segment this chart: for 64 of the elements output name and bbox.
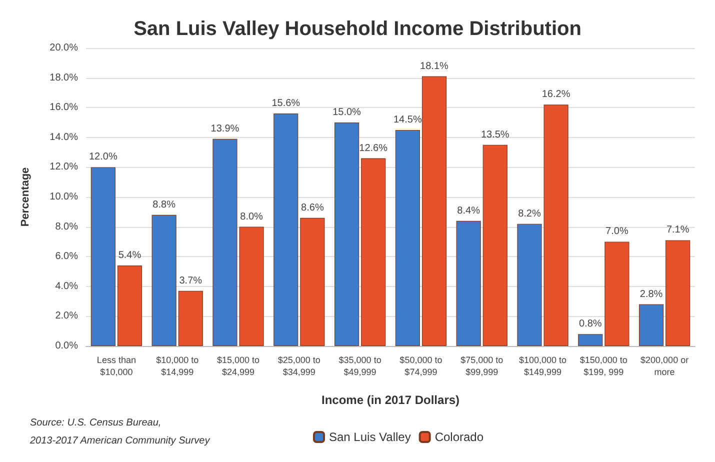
data-label: 2.8% [640, 288, 663, 300]
data-label: 15.6% [272, 98, 300, 110]
data-label: 12.6% [359, 142, 388, 154]
bar [90, 167, 116, 346]
data-label: 7.1% [666, 224, 690, 236]
y-axis-title: Percentage [20, 167, 32, 227]
text: 2013-2017 American Community Survey [29, 436, 211, 446]
data-label: 12.0% [88, 152, 118, 163]
data-label: 15.0% [332, 107, 362, 118]
data-label: 5.4% [118, 250, 142, 262]
bar [638, 304, 664, 346]
bar [334, 122, 360, 346]
x-tick-label: $15,000 to $24,999 [216, 355, 260, 377]
bar [178, 290, 203, 346]
chart-title: San Luis Valley Household Income Distribution [134, 18, 582, 40]
bar [117, 266, 142, 346]
y-tick-label: 12.0% [50, 162, 78, 173]
bar [604, 242, 630, 346]
data-label: 13.9% [210, 123, 240, 134]
data-label: 18.1% [420, 60, 449, 72]
x-tick-label: $150,000 to $199, 999 [580, 355, 628, 377]
legend-label: Colorado [434, 430, 484, 444]
y-tick-label: 4.0% [55, 280, 78, 292]
source-note: Source: U.S. Census Bureau, [30, 418, 162, 428]
x-tick-label: $100,000 to $149,999 [518, 355, 567, 377]
x-tick-label: Less than $10,000 [96, 355, 136, 377]
bar [422, 76, 447, 346]
bar [578, 334, 603, 346]
bar [361, 158, 386, 346]
y-tick-label: 8.0% [55, 221, 78, 232]
bar [482, 144, 508, 346]
y-tick-label: 6.0% [55, 251, 78, 262]
y-tick-label: 0.0% [55, 340, 78, 352]
x-axis-title: Income (in 2017 Dollars) [321, 393, 460, 407]
data-label: 14.5% [393, 114, 422, 126]
bar [666, 240, 690, 346]
data-label: 8.2% [518, 208, 541, 220]
x-tick-label: $200,000 or more [640, 355, 689, 377]
data-label: 7.0% [606, 226, 628, 238]
data-label: 8.8% [152, 199, 176, 210]
x-tick-label: $75,000 to $99,999 [460, 355, 504, 377]
legend-label: San Luis Valley [329, 430, 411, 444]
x-tick-label: $50,000 to $74,999 [400, 355, 442, 377]
y-tick-label: 2.0% [55, 310, 78, 322]
x-tick-label: $10,000 to $14,999 [156, 355, 199, 377]
data-label: 8.6% [301, 202, 324, 214]
y-tick-label: 18.0% [50, 72, 78, 84]
bar [152, 214, 176, 346]
data-label: 8.4% [457, 205, 480, 216]
y-tick-label: 14.0% [50, 132, 78, 143]
y-tick-label: 16.0% [50, 102, 78, 114]
bar [300, 218, 325, 346]
data-label: 3.7% [179, 275, 202, 286]
data-label: 0.8% [578, 318, 602, 330]
bar [456, 220, 481, 346]
data-label: 16.2% [542, 89, 570, 100]
x-tick-label: $35,000 to $49,999 [338, 355, 382, 377]
y-tick-label: 20.0% [50, 42, 78, 54]
data-label: 8.0% [240, 211, 264, 222]
data-label: 13.5% [480, 129, 510, 140]
x-tick-label: $25,000 to $34,999 [278, 355, 320, 377]
y-tick-label: 10.0% [50, 192, 78, 202]
bar [274, 114, 298, 346]
bar [395, 130, 420, 346]
